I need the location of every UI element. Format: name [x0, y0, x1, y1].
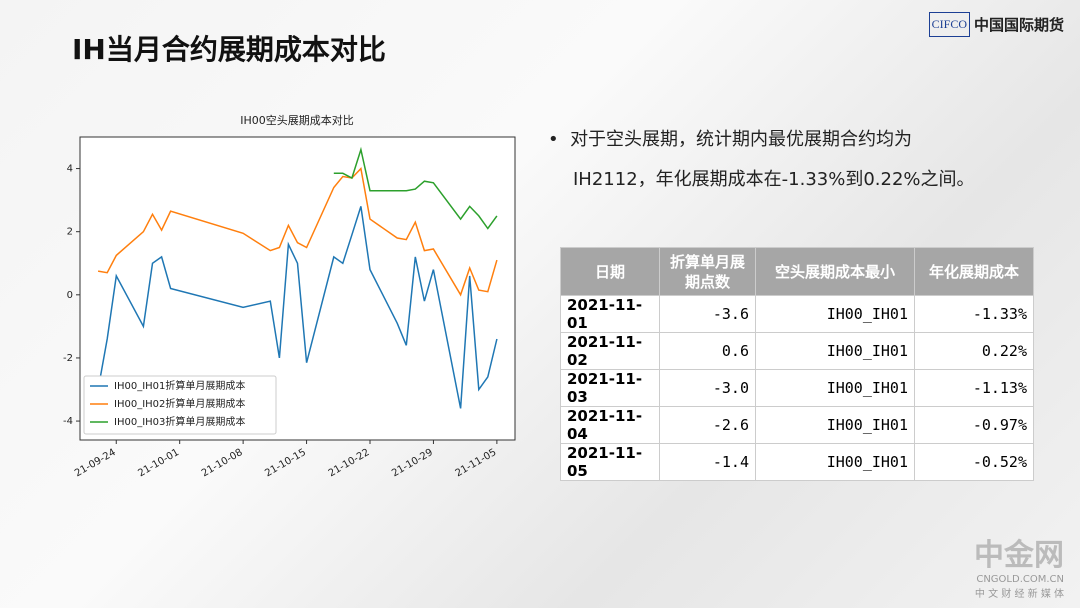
legend-label: IH00_IH03折算单月展期成本 [114, 415, 245, 428]
table: 日期 折算单月展期点数 空头展期成本最小 年化展期成本 2021-11-01 -3.6 IH… [560, 247, 1034, 481]
table-cell: -3.0 [659, 369, 756, 407]
table-row: 2021-11-02 0.6 IH00_IH01 0.22% [560, 332, 1034, 370]
y-tick-label: -4 [63, 416, 73, 427]
table-cell: IH00_IH01 [755, 369, 915, 407]
logo: CIFCO 中国国际期货 [928, 12, 1064, 37]
table-cell: -0.52% [914, 443, 1034, 481]
y-tick-label: -2 [63, 353, 73, 364]
legend-label: IH00_IH02折算单月展期成本 [114, 397, 245, 410]
x-tick-label: 21-10-08 [200, 447, 245, 479]
y-tick-label: 2 [67, 227, 73, 238]
table-cell: -3.6 [659, 295, 756, 333]
table-cell: -1.13% [914, 369, 1034, 407]
legend-box [83, 375, 277, 435]
table-cell: 2021-11-02 [560, 332, 660, 370]
watermark: 中金网 CNGOLD.COM.CN 中 文 财 经 新 媒 体 [974, 530, 1064, 600]
legend: IH00_IH01折算单月展期成本 IH00_IH02折算单月展期成本 IH00_I… [83, 375, 277, 435]
table-cell: 2021-11-04 [560, 406, 660, 444]
bullet: • 对于空头展期，统计期内最优展期合约均为 IH2112，年化展期成本在-1.33… [548, 120, 975, 200]
bullet-text: 对于空头展期，统计期内最优展期合约均为 [570, 129, 913, 150]
table-cell: -0.97% [914, 406, 1034, 444]
wm-name: 中金网 [974, 538, 1064, 573]
series-line [97, 167, 498, 297]
logo-name: 中国国际期货 [973, 16, 1064, 34]
chart-title: IH00空头展期成本对比 [240, 113, 354, 127]
table-cell: IH00_IH01 [755, 332, 915, 370]
header-cell: 空头展期成本最小 [755, 247, 915, 296]
table-cell: IH00_IH01 [755, 406, 915, 444]
x-tick-label: 21-11-05 [454, 447, 499, 479]
x-tick-label: 21-10-29 [390, 447, 435, 479]
table-cell: 2021-11-01 [560, 295, 660, 333]
slide-title: IH当月合约展期成本对比 [72, 33, 386, 66]
chart: IH00空头展期成本对比 4 2 0 -2 -4 21-09-24 21-10-01 21-1… [63, 113, 516, 479]
x-tick-label: 21-10-22 [327, 447, 372, 479]
x-tick-label: 21-10-01 [136, 447, 181, 479]
table-row: 2021-11-05 -1.4 IH00_IH01 -0.52% [560, 443, 1034, 481]
wm-slogan: 中 文 财 经 新 媒 体 [974, 589, 1064, 600]
table-cell: -1.33% [914, 295, 1034, 333]
table-cell: 0.6 [659, 332, 756, 370]
table-cell: IH00_IH01 [755, 295, 915, 333]
table-cell: 0.22% [914, 332, 1034, 370]
header-cell: 折算单月展期点数 [659, 247, 756, 296]
legend-label: IH00_IH01折算单月展期成本 [114, 379, 245, 392]
table-row: 2021-11-04 -2.6 IH00_IH01 -0.97% [560, 406, 1034, 444]
bullet-line: IH2112，年化展期成本在-1.33%到0.22%之间。 [573, 169, 975, 190]
series-line [333, 146, 498, 230]
y-tick-label: 4 [67, 164, 73, 175]
table-cell: 2021-11-03 [560, 369, 660, 407]
header-cell: 年化展期成本 [914, 247, 1034, 296]
logo-mark: CIFCO [928, 12, 970, 37]
x-tick-label: 21-10-15 [263, 447, 308, 479]
wm-site: CNGOLD.COM.CN [976, 574, 1064, 585]
table-row: 2021-11-01 -3.6 IH00_IH01 -1.33% [560, 295, 1034, 333]
table-row: 2021-11-03 -3.0 IH00_IH01 -1.13% [560, 369, 1034, 407]
table-cell: 2021-11-05 [560, 443, 660, 481]
header-row: 日期 折算单月展期点数 空头展期成本最小 年化展期成本 [560, 247, 1034, 296]
y-tick-label: 0 [67, 290, 73, 301]
header-cell: 日期 [560, 247, 660, 296]
x-tick-label: 21-09-24 [73, 447, 118, 479]
series-line [97, 206, 498, 409]
table-cell: -2.6 [659, 406, 756, 444]
table-cell: -1.4 [659, 443, 756, 481]
bullet-line: • 对于空头展期，统计期内最优展期合约均为 [548, 129, 913, 150]
table-cell: IH00_IH01 [755, 443, 915, 481]
